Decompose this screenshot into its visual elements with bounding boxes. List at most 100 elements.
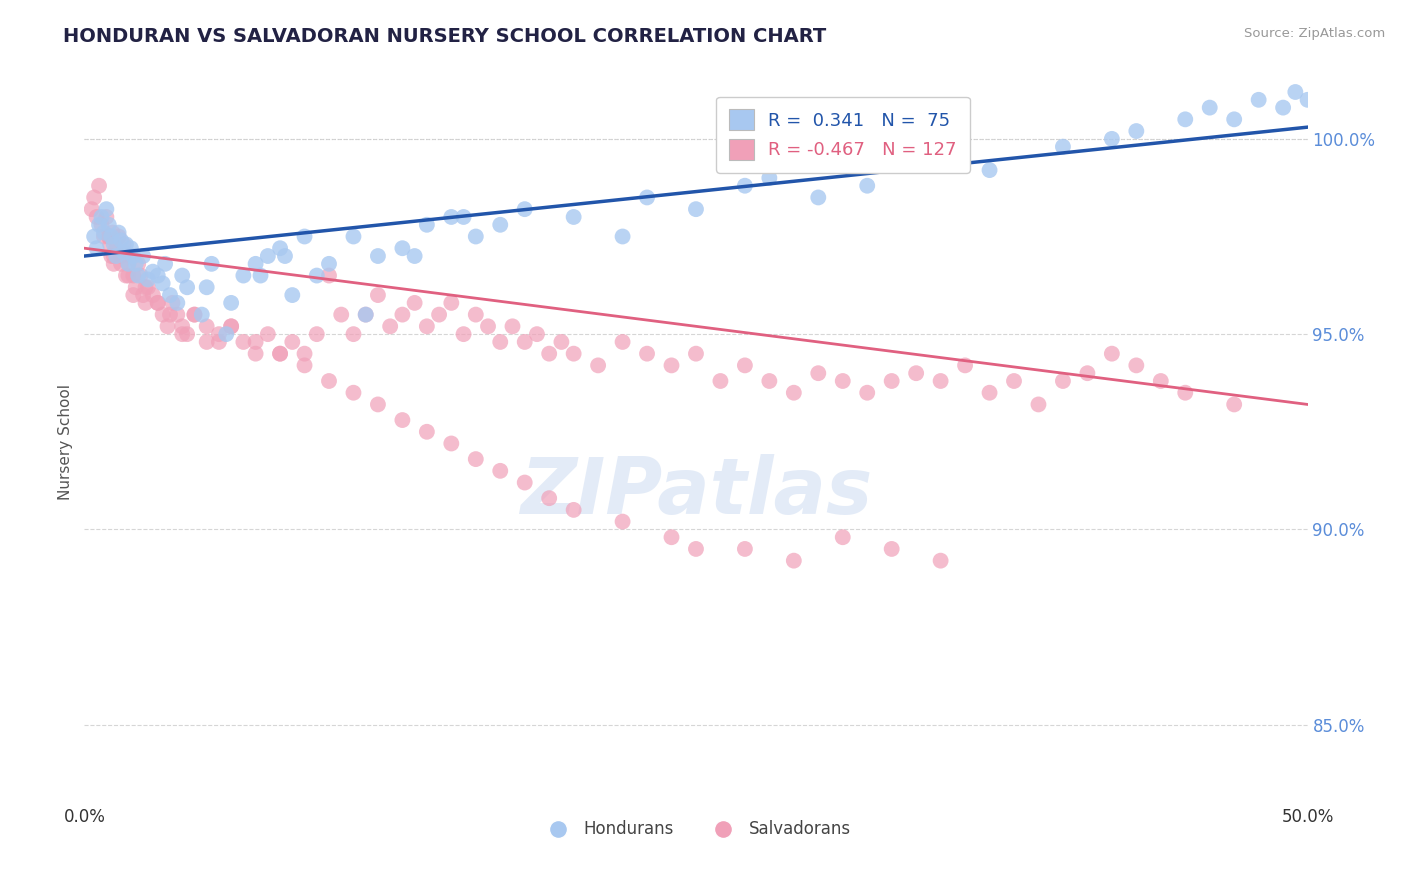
- Point: [159, 308, 181, 322]
- Point: [1052, 139, 1074, 153]
- Point: [979, 385, 1001, 400]
- Point: [342, 385, 364, 400]
- Point: [685, 541, 707, 556]
- Point: [538, 491, 561, 505]
- Point: [734, 359, 756, 373]
- Point: [453, 210, 475, 224]
- Point: [166, 296, 188, 310]
- Point: [1052, 374, 1074, 388]
- Point: [257, 249, 280, 263]
- Point: [783, 385, 806, 400]
- Point: [1174, 385, 1197, 400]
- Point: [269, 346, 291, 360]
- Point: [93, 229, 115, 244]
- Point: [274, 249, 297, 263]
- Point: [97, 229, 120, 244]
- Point: [612, 515, 634, 529]
- Point: [183, 308, 205, 322]
- Point: [1247, 93, 1270, 107]
- Point: [734, 178, 756, 193]
- Point: [294, 359, 316, 373]
- Point: [132, 288, 155, 302]
- Point: [354, 308, 377, 322]
- Point: [219, 319, 242, 334]
- Point: [636, 190, 658, 204]
- Point: [129, 268, 152, 283]
- Point: [685, 202, 707, 216]
- Point: [269, 241, 291, 255]
- Point: [905, 366, 928, 380]
- Point: [195, 280, 218, 294]
- Point: [281, 288, 304, 302]
- Point: [367, 288, 389, 302]
- Point: [100, 249, 122, 263]
- Point: [562, 503, 585, 517]
- Point: [87, 218, 110, 232]
- Point: [856, 178, 879, 193]
- Point: [440, 296, 463, 310]
- Point: [110, 249, 132, 263]
- Point: [96, 202, 118, 216]
- Point: [330, 308, 353, 322]
- Text: HONDURAN VS SALVADORAN NURSERY SCHOOL CORRELATION CHART: HONDURAN VS SALVADORAN NURSERY SCHOOL CO…: [63, 27, 827, 45]
- Point: [416, 425, 439, 439]
- Point: [562, 346, 585, 360]
- Point: [93, 226, 115, 240]
- Point: [87, 178, 110, 193]
- Point: [416, 319, 439, 334]
- Point: [538, 346, 561, 360]
- Point: [294, 346, 316, 360]
- Point: [146, 296, 169, 310]
- Point: [318, 268, 340, 283]
- Point: [1076, 366, 1098, 380]
- Point: [661, 530, 683, 544]
- Text: Source: ZipAtlas.com: Source: ZipAtlas.com: [1244, 27, 1385, 40]
- Point: [97, 218, 120, 232]
- Point: [1028, 397, 1050, 411]
- Point: [142, 288, 165, 302]
- Point: [257, 327, 280, 342]
- Point: [269, 346, 291, 360]
- Point: [477, 319, 499, 334]
- Point: [105, 249, 128, 263]
- Point: [176, 327, 198, 342]
- Point: [125, 257, 148, 271]
- Point: [367, 397, 389, 411]
- Point: [122, 249, 145, 263]
- Point: [489, 334, 512, 349]
- Point: [1223, 112, 1246, 127]
- Point: [758, 170, 780, 185]
- Point: [391, 308, 413, 322]
- Point: [709, 374, 731, 388]
- Point: [416, 218, 439, 232]
- Point: [107, 229, 129, 244]
- Point: [120, 241, 142, 255]
- Point: [464, 229, 486, 244]
- Point: [1284, 85, 1306, 99]
- Point: [200, 257, 222, 271]
- Point: [96, 210, 118, 224]
- Point: [612, 334, 634, 349]
- Point: [305, 268, 328, 283]
- Point: [367, 249, 389, 263]
- Point: [105, 241, 128, 255]
- Point: [404, 249, 426, 263]
- Point: [156, 319, 179, 334]
- Point: [125, 280, 148, 294]
- Point: [831, 374, 853, 388]
- Point: [208, 334, 231, 349]
- Point: [929, 374, 952, 388]
- Point: [97, 229, 120, 244]
- Point: [1125, 359, 1147, 373]
- Point: [245, 334, 267, 349]
- Point: [83, 229, 105, 244]
- Point: [562, 210, 585, 224]
- Point: [245, 257, 267, 271]
- Point: [120, 249, 142, 263]
- Point: [90, 218, 112, 232]
- Point: [110, 234, 132, 248]
- Point: [135, 296, 157, 310]
- Point: [807, 366, 830, 380]
- Point: [172, 327, 194, 342]
- Point: [153, 257, 176, 271]
